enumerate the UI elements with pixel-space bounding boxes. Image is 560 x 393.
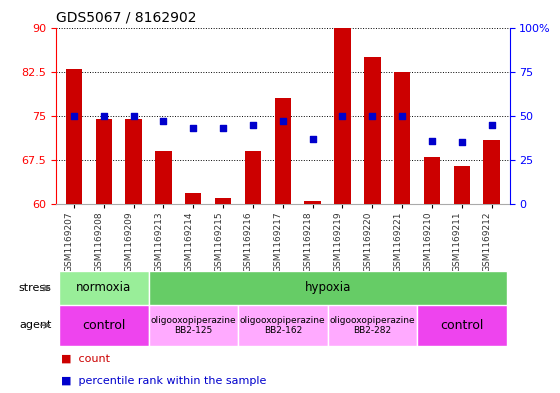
Text: oligooxopiperazine
BB2-162: oligooxopiperazine BB2-162 xyxy=(240,316,325,335)
Bar xyxy=(394,72,410,204)
Bar xyxy=(364,57,381,204)
Bar xyxy=(424,157,440,204)
Bar xyxy=(245,151,261,204)
Text: oligooxopiperazine
BB2-282: oligooxopiperazine BB2-282 xyxy=(329,316,415,335)
Point xyxy=(427,138,436,144)
Bar xyxy=(454,166,470,204)
Bar xyxy=(59,305,148,346)
Bar xyxy=(185,193,202,204)
Bar xyxy=(96,119,112,204)
Text: GDS5067 / 8162902: GDS5067 / 8162902 xyxy=(56,11,197,25)
Bar xyxy=(66,69,82,204)
Text: hypoxia: hypoxia xyxy=(305,281,351,294)
Text: control: control xyxy=(82,319,125,332)
Text: stress: stress xyxy=(18,283,52,293)
Bar xyxy=(148,271,507,305)
Bar xyxy=(148,305,238,346)
Point xyxy=(159,118,168,125)
Point xyxy=(69,113,78,119)
Bar xyxy=(483,140,500,204)
Text: control: control xyxy=(440,319,483,332)
Text: agent: agent xyxy=(19,320,52,330)
Bar xyxy=(274,98,291,204)
Bar xyxy=(155,151,171,204)
Point xyxy=(129,113,138,119)
Bar xyxy=(215,198,231,204)
Point xyxy=(398,113,407,119)
Point xyxy=(308,136,317,142)
Bar xyxy=(417,305,507,346)
Point xyxy=(99,113,108,119)
Text: normoxia: normoxia xyxy=(76,281,132,294)
Point xyxy=(278,118,287,125)
Bar xyxy=(125,119,142,204)
Bar xyxy=(305,201,321,204)
Point xyxy=(189,125,198,131)
Bar xyxy=(328,305,417,346)
Point xyxy=(368,113,377,119)
Text: ■  percentile rank within the sample: ■ percentile rank within the sample xyxy=(60,376,266,386)
Bar xyxy=(59,271,148,305)
Point xyxy=(249,122,258,128)
Bar xyxy=(238,305,328,346)
Point xyxy=(487,122,496,128)
Point xyxy=(458,140,466,146)
Point xyxy=(218,125,227,131)
Point xyxy=(338,113,347,119)
Text: ■  count: ■ count xyxy=(60,354,110,364)
Text: oligooxopiperazine
BB2-125: oligooxopiperazine BB2-125 xyxy=(151,316,236,335)
Bar xyxy=(334,28,351,204)
